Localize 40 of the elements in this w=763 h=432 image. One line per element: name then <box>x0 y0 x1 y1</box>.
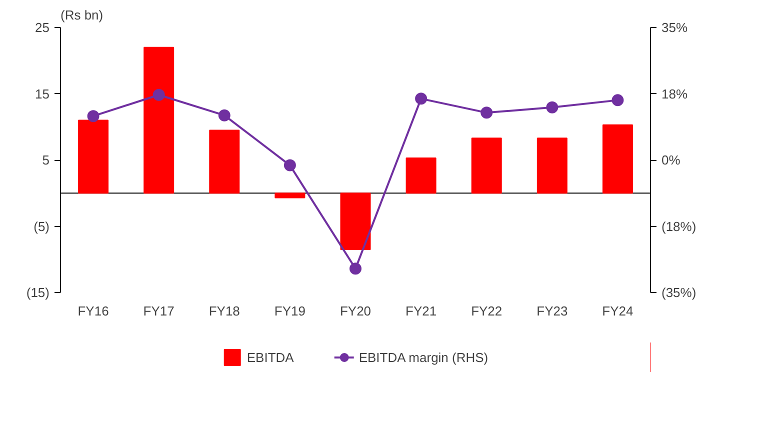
x-tick-label: FY16 <box>78 304 109 318</box>
bar <box>274 192 306 198</box>
x-tick-label: FY24 <box>602 304 634 318</box>
x-tick-label: FY21 <box>406 304 437 318</box>
y2-tick-label: 0% <box>662 152 681 168</box>
bar <box>602 124 633 194</box>
bar <box>340 192 371 250</box>
y2-tick-label: 18% <box>662 86 688 102</box>
bar <box>471 138 502 194</box>
y-tick-label: 25 <box>35 20 50 35</box>
legend-label: EBITDA <box>246 350 294 364</box>
point <box>480 106 493 119</box>
x-tick-label: FY17 <box>143 304 174 318</box>
point <box>612 94 624 106</box>
point <box>350 262 362 275</box>
legend-label: EBITDA margin (RHS) <box>358 350 488 364</box>
y-tick-label: 5 <box>42 152 50 168</box>
point <box>284 159 296 172</box>
bar <box>78 120 109 194</box>
y-tick-label: 15 <box>35 86 50 102</box>
bar <box>536 138 568 194</box>
y-tick-label: (5) <box>34 218 50 234</box>
y2-tick-label: (18%) <box>662 218 696 234</box>
y2-tick-label: 35% <box>662 20 688 35</box>
x-tick-label: FY19 <box>274 304 306 318</box>
x-tick-label: FY22 <box>471 304 502 318</box>
bar <box>209 130 240 194</box>
bar <box>144 46 174 194</box>
x-tick-label: FY20 <box>340 304 372 318</box>
y-tick-label: (15) <box>26 285 50 300</box>
point <box>87 110 100 122</box>
y2-tick-label: (35%) <box>662 285 696 300</box>
point <box>546 101 558 114</box>
point <box>152 88 165 101</box>
x-tick-label: FY23 <box>536 304 568 318</box>
point <box>218 109 230 122</box>
bar <box>406 158 436 194</box>
point <box>415 92 428 105</box>
x-tick-label: FY18 <box>208 304 240 318</box>
y-axis-title: (Rs bn) <box>60 8 104 22</box>
